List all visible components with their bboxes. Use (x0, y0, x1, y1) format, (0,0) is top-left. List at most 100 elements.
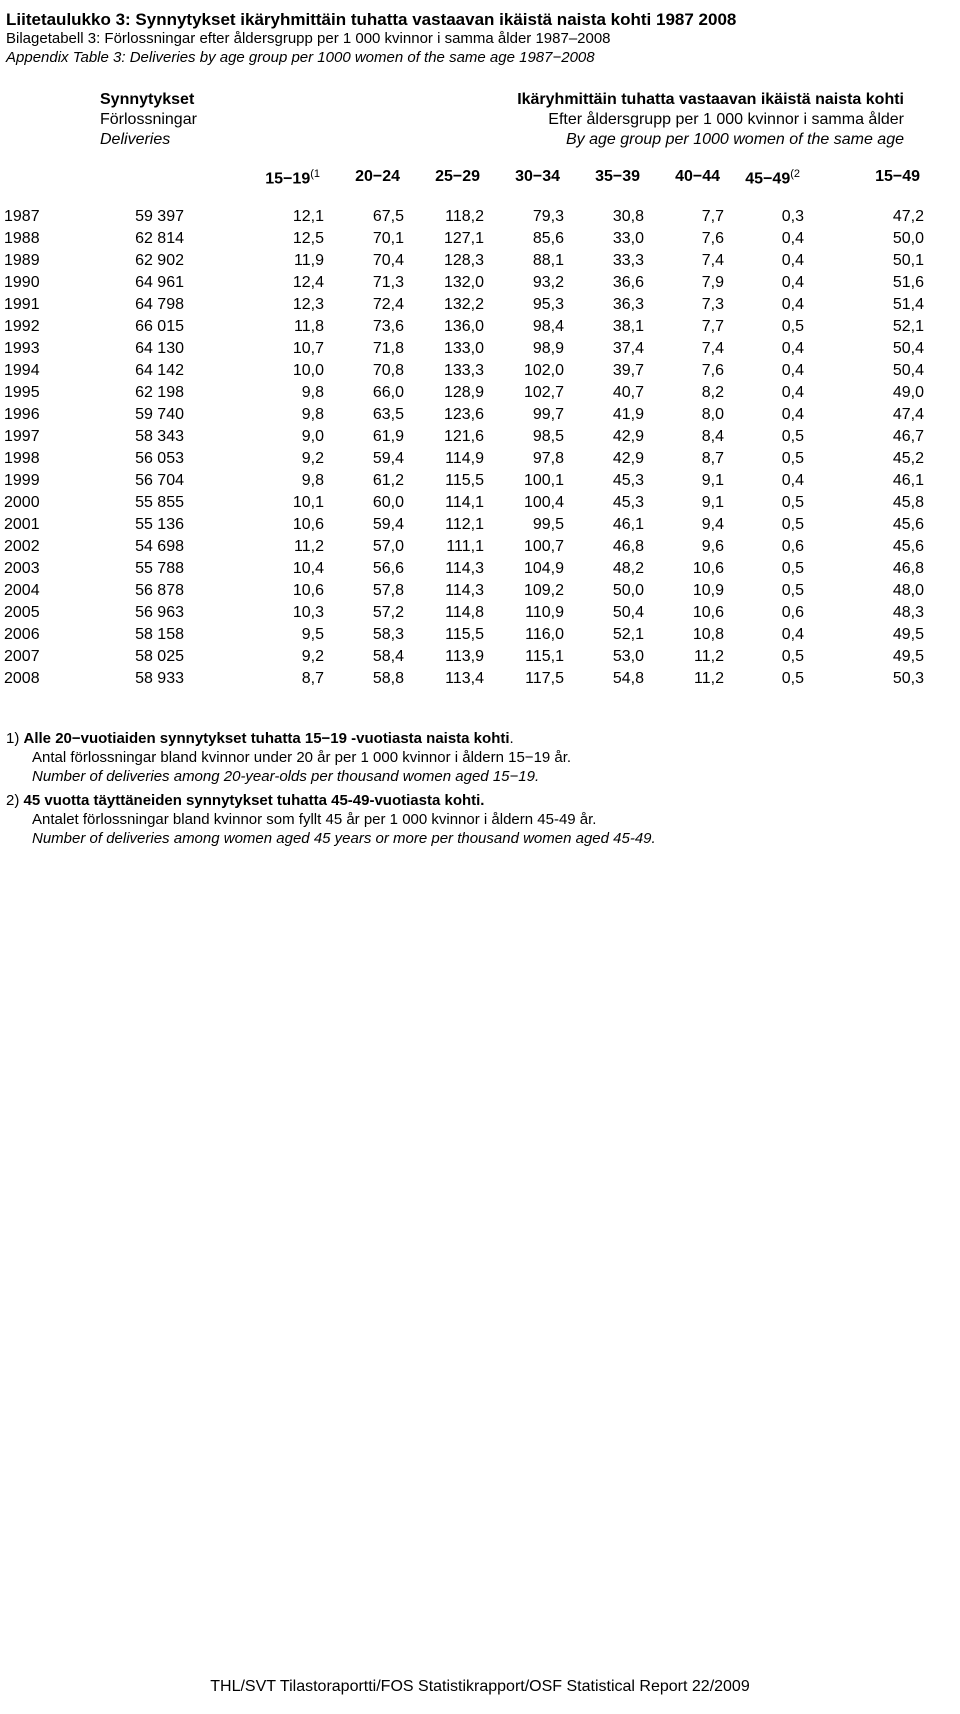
cell-value: 50,1 (804, 250, 934, 272)
page-footer: THL/SVT Tilastoraportti/FOS Statistikrap… (0, 1678, 960, 1696)
cell-value: 41,9 (564, 404, 644, 426)
cell-value: 0,4 (724, 624, 804, 646)
table-row: 198962 90211,970,4128,388,133,37,40,450,… (0, 250, 934, 272)
cell-year: 1987 (0, 206, 64, 228)
cell-value: 113,9 (404, 646, 484, 668)
cell-value: 97,8 (484, 448, 564, 470)
table-body: 198759 39712,167,5118,279,330,87,70,347,… (0, 206, 934, 690)
cell-value: 95,3 (484, 294, 564, 316)
footnote-2-num: 2) (6, 792, 24, 809)
footnote-2-en: Number of deliveries among women aged 45… (6, 830, 960, 849)
cell-value: 114,3 (404, 580, 484, 602)
cell-year: 2003 (0, 558, 64, 580)
cell-deliveries: 62 198 (64, 382, 184, 404)
cell-value: 109,2 (484, 580, 564, 602)
cell-value: 10,4 (184, 558, 324, 580)
cell-year: 1990 (0, 272, 64, 294)
subhead-right-fi: Ikäryhmittäin tuhatta vastaavan ikäistä … (330, 90, 960, 110)
table-row: 199266 01511,873,6136,098,438,17,70,552,… (0, 316, 934, 338)
cell-value: 48,0 (804, 580, 934, 602)
cell-year: 1993 (0, 338, 64, 360)
cell-value: 33,0 (564, 228, 644, 250)
cell-value: 9,2 (184, 646, 324, 668)
cell-value: 9,2 (184, 448, 324, 470)
cell-value: 10,6 (644, 602, 724, 624)
cell-value: 50,4 (564, 602, 644, 624)
cell-year: 1999 (0, 470, 64, 492)
footnote-1-fi: Alle 20−vuotiaiden synnytykset tuhatta 1… (24, 730, 510, 747)
cell-value: 0,5 (724, 426, 804, 448)
cell-value: 50,0 (804, 228, 934, 250)
table-row: 199364 13010,771,8133,098,937,47,40,450,… (0, 338, 934, 360)
table-row: 199659 7409,863,5123,699,741,98,00,447,4 (0, 404, 934, 426)
cell-year: 1998 (0, 448, 64, 470)
sup-2: (2 (790, 168, 800, 180)
title-block: Liitetaulukko 3: Synnytykset ikäryhmittä… (0, 10, 960, 68)
cell-deliveries: 58 343 (64, 426, 184, 448)
cell-value: 7,6 (644, 228, 724, 250)
cell-value: 0,5 (724, 448, 804, 470)
cell-value: 10,1 (184, 492, 324, 514)
cell-value: 9,6 (644, 536, 724, 558)
cell-value: 45,8 (804, 492, 934, 514)
subhead-left-fi: Synnytykset (100, 90, 330, 110)
column-headers: 15−19(1 20−24 25−29 30−34 35−39 40−44 45… (0, 168, 960, 188)
cell-value: 9,1 (644, 470, 724, 492)
cell-value: 58,8 (324, 668, 404, 690)
cell-value: 99,5 (484, 514, 564, 536)
cell-value: 127,1 (404, 228, 484, 250)
cell-value: 0,4 (724, 294, 804, 316)
table-row: 200456 87810,657,8114,3109,250,010,90,54… (0, 580, 934, 602)
cell-value: 71,8 (324, 338, 404, 360)
cell-value: 58,4 (324, 646, 404, 668)
cell-value: 0,4 (724, 338, 804, 360)
cell-deliveries: 55 136 (64, 514, 184, 536)
cell-value: 51,6 (804, 272, 934, 294)
cell-value: 7,7 (644, 316, 724, 338)
cell-year: 1989 (0, 250, 64, 272)
cell-value: 9,5 (184, 624, 324, 646)
sup-1: (1 (310, 168, 320, 180)
table-row: 200355 78810,456,6114,3104,948,210,60,54… (0, 558, 934, 580)
cell-value: 49,5 (804, 646, 934, 668)
cell-value: 7,4 (644, 250, 724, 272)
cell-value: 111,1 (404, 536, 484, 558)
cell-value: 114,3 (404, 558, 484, 580)
cell-deliveries: 62 902 (64, 250, 184, 272)
cell-value: 42,9 (564, 426, 644, 448)
cell-value: 9,8 (184, 404, 324, 426)
cell-value: 50,4 (804, 360, 934, 382)
subhead-row-fi: Synnytykset Ikäryhmittäin tuhatta vastaa… (100, 90, 960, 110)
cell-value: 9,1 (644, 492, 724, 514)
cell-value: 102,7 (484, 382, 564, 404)
cell-value: 11,2 (644, 646, 724, 668)
cell-value: 0,6 (724, 536, 804, 558)
cell-value: 56,6 (324, 558, 404, 580)
cell-value: 85,6 (484, 228, 564, 250)
cell-value: 33,3 (564, 250, 644, 272)
cell-value: 11,9 (184, 250, 324, 272)
table-row: 199464 14210,070,8133,3102,039,77,60,450… (0, 360, 934, 382)
cell-value: 58,3 (324, 624, 404, 646)
cell-value: 116,0 (484, 624, 564, 646)
cell-value: 8,7 (184, 668, 324, 690)
cell-value: 57,2 (324, 602, 404, 624)
cell-value: 39,7 (564, 360, 644, 382)
col-label: 15−19 (265, 170, 310, 187)
subhead-block: Synnytykset Ikäryhmittäin tuhatta vastaa… (0, 90, 960, 150)
cell-value: 0,4 (724, 228, 804, 250)
subhead-right-en: By age group per 1000 women of the same … (330, 130, 960, 150)
cell-value: 8,7 (644, 448, 724, 470)
cell-value: 54,8 (564, 668, 644, 690)
cell-year: 2002 (0, 536, 64, 558)
cell-value: 70,8 (324, 360, 404, 382)
cell-value: 46,8 (804, 558, 934, 580)
cell-deliveries: 56 963 (64, 602, 184, 624)
cell-value: 11,2 (184, 536, 324, 558)
footnote-2-sv: Antalet förlossningar bland kvinnor som … (6, 811, 960, 830)
cell-value: 113,4 (404, 668, 484, 690)
title-fi: Liitetaulukko 3: Synnytykset ikäryhmittä… (6, 10, 960, 30)
cell-value: 7,9 (644, 272, 724, 294)
table-row: 199064 96112,471,3132,093,236,67,90,451,… (0, 272, 934, 294)
cell-value: 40,7 (564, 382, 644, 404)
